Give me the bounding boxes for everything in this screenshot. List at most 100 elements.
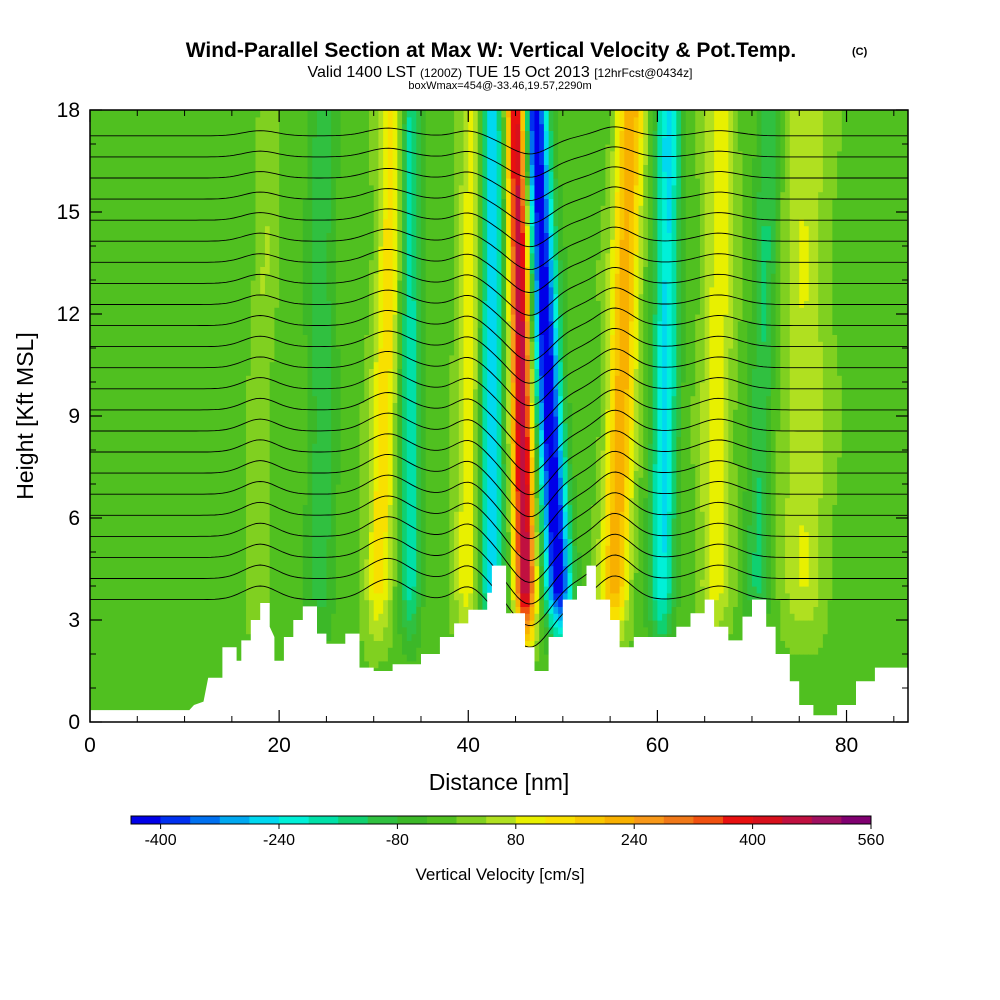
colorbar-tick-label: -80 (386, 832, 409, 849)
velocity-cell (766, 395, 772, 614)
velocity-cell (558, 538, 564, 594)
velocity-cell (482, 592, 488, 614)
colorbar: -400 -240 -80 80 240 400 560 (130, 815, 885, 849)
velocity-cell (364, 110, 370, 335)
velocity-cell (127, 110, 134, 722)
velocity-cell (539, 599, 545, 722)
velocity-cell (567, 402, 573, 465)
velocity-cell (515, 123, 521, 186)
velocity-cell (383, 599, 389, 628)
velocity-cell (647, 239, 654, 444)
velocity-cell (383, 531, 389, 601)
velocity-cell (699, 511, 706, 580)
velocity-cell (515, 599, 521, 607)
velocity-cell (487, 110, 493, 594)
velocity-cell (681, 382, 687, 722)
velocity-cell (335, 348, 342, 485)
velocity-cell (803, 110, 810, 227)
velocity-cell (562, 110, 569, 247)
velocity-cell (250, 280, 257, 648)
velocity-cell (383, 218, 389, 533)
velocity-cell (113, 110, 119, 722)
velocity-cell (534, 341, 540, 369)
velocity-cell (132, 110, 138, 722)
velocity-cell (827, 110, 833, 601)
velocity-cell (543, 599, 550, 614)
velocity-cell (638, 477, 644, 722)
velocity-cell (837, 456, 843, 722)
isentrope-line (90, 126, 908, 155)
x-tick-label: 40 (457, 734, 480, 757)
velocity-cell (534, 280, 540, 315)
velocity-cell (378, 110, 384, 247)
velocity-cell (515, 184, 521, 335)
velocity-cell (326, 300, 332, 539)
valid-date: TUE 15 Oct 2013 (466, 64, 590, 81)
velocity-cell (397, 280, 403, 369)
velocity-cell (652, 599, 658, 621)
velocity-cell (889, 110, 895, 722)
velocity-cell (534, 314, 540, 342)
velocity-cell (359, 402, 365, 641)
colorbar-swatch (545, 816, 576, 824)
velocity-cell (520, 320, 526, 594)
velocity-cell (747, 110, 753, 322)
velocity-cell (813, 654, 819, 722)
velocity-cell (534, 212, 540, 247)
velocity-cell (543, 470, 550, 505)
y-tick-label: 9 (68, 405, 80, 428)
velocity-cell (364, 558, 370, 601)
velocity-cell (255, 110, 261, 118)
velocity-cell (293, 110, 299, 722)
chart-title: Wind-Parallel Section at Max W: Vertical… (186, 39, 797, 62)
velocity-cell (803, 586, 810, 621)
velocity-cell (756, 477, 763, 594)
colorbar-tick-label: 560 (858, 832, 885, 849)
velocity-cell (723, 314, 729, 607)
velocity-cell (543, 198, 550, 233)
velocity-cell (553, 599, 559, 607)
velocity-cell (529, 110, 536, 131)
velocity-cell (676, 198, 682, 437)
isentrope-line (90, 307, 908, 362)
y-tick-label: 3 (68, 609, 80, 632)
velocity-cell (652, 314, 658, 465)
velocity-cell (312, 110, 318, 138)
velocity-cell (558, 613, 564, 621)
velocity-cell (865, 110, 871, 722)
velocity-cell (733, 409, 739, 465)
velocity-cell (851, 110, 857, 722)
colorbar-swatch (575, 816, 605, 824)
velocity-cell (525, 171, 531, 186)
velocity-cell (818, 191, 824, 342)
velocity-cell (751, 552, 758, 587)
velocity-cell (373, 640, 380, 669)
isentrope-line (90, 246, 908, 293)
velocity-cell (539, 164, 545, 335)
x-axis-label: Distance [nm] (429, 769, 570, 795)
velocity-cell (652, 463, 658, 601)
velocity-cell (203, 110, 209, 722)
velocity-cell (879, 110, 885, 722)
velocity-cell (548, 613, 554, 628)
velocity-cell (662, 552, 668, 601)
velocity-cell (378, 613, 384, 641)
velocity-cell (671, 606, 677, 648)
velocity-cell (600, 518, 606, 614)
colorbar-swatch (427, 816, 457, 824)
velocity-cell (548, 599, 554, 607)
velocity-cell (543, 266, 550, 444)
velocity-cell (274, 307, 280, 722)
velocity-cell (718, 110, 725, 594)
velocity-cell (529, 606, 536, 621)
copyright-mark: (C) (852, 46, 868, 58)
colorbar-swatch (397, 816, 428, 824)
velocity-cell (402, 123, 408, 315)
colorbar-swatch (752, 816, 783, 824)
velocity-cell (638, 110, 644, 138)
velocity-cell (510, 504, 517, 567)
velocity-cell (236, 110, 242, 722)
velocity-cell (780, 110, 786, 193)
velocity-cell (123, 110, 129, 722)
velocity-cell (520, 232, 526, 267)
